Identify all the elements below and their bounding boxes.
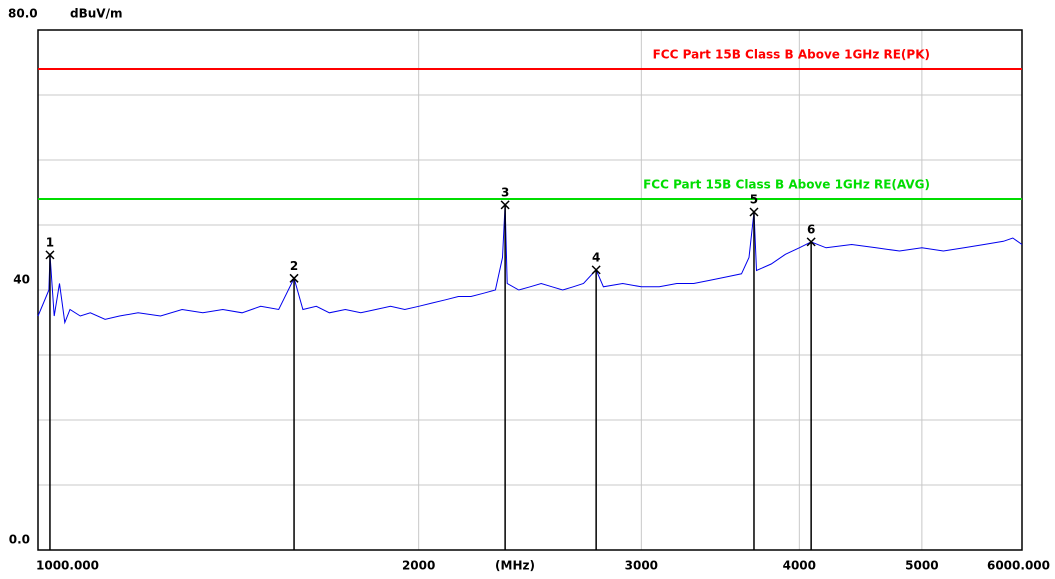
marker-cross	[289, 273, 299, 283]
y-tick-label: 80.0	[8, 7, 38, 21]
marker-cross	[45, 250, 55, 260]
x-tick-label: 3000	[625, 559, 658, 573]
marker-cross	[500, 200, 510, 210]
marker-label: 4	[592, 250, 600, 264]
marker-label: 1	[46, 235, 54, 249]
marker-cross	[591, 265, 601, 275]
limit-label: FCC Part 15B Class B Above 1GHz RE(PK)	[653, 48, 930, 62]
y-unit: dBuV/m	[70, 7, 122, 21]
y-tick-label: 40	[13, 273, 30, 287]
marker-label: 6	[807, 222, 815, 236]
marker-cross	[749, 207, 759, 217]
x-tick-label: 5000	[905, 559, 938, 573]
x-tick-label: 4000	[783, 559, 816, 573]
marker-label: 3	[501, 185, 509, 199]
limit-label: FCC Part 15B Class B Above 1GHz RE(AVG)	[643, 178, 930, 192]
plot-frame	[37, 29, 1023, 551]
trace	[37, 204, 1023, 325]
x-unit: (MHz)	[495, 559, 535, 573]
marker-cross	[806, 237, 816, 247]
marker-label: 5	[750, 193, 758, 207]
marker-label: 2	[290, 259, 298, 273]
x-tick-label: 6000.000	[987, 559, 1050, 573]
x-tick-label: 2000	[402, 559, 435, 573]
x-tick-label: 1000.000	[36, 559, 99, 573]
y-tick-label: 0.0	[9, 533, 30, 547]
